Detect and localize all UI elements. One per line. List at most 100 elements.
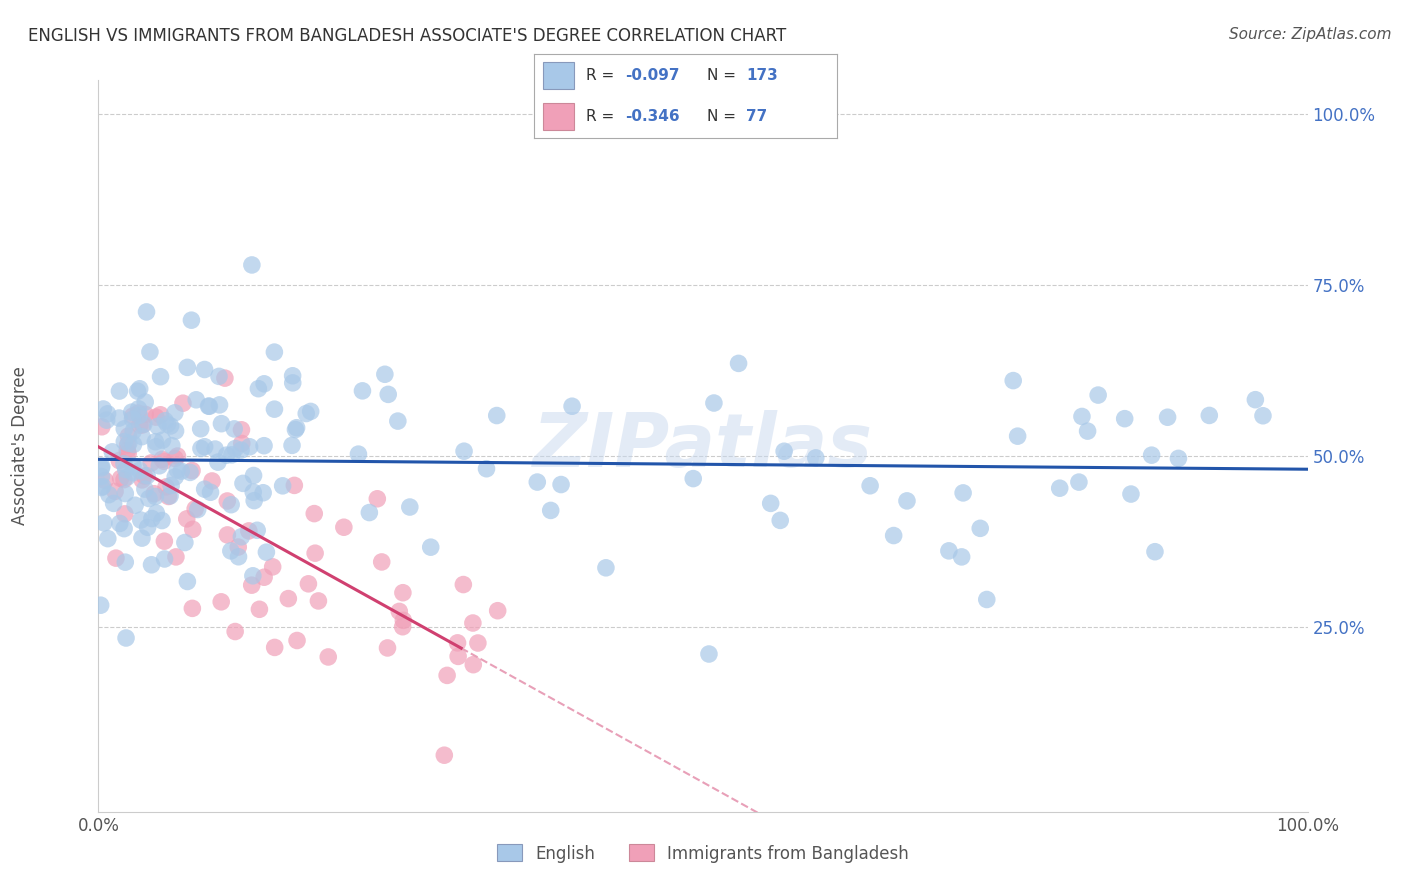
Point — [170, 464, 193, 478]
Point — [108, 411, 131, 425]
Point — [263, 345, 285, 359]
Point — [176, 574, 198, 589]
Text: N =: N = — [707, 109, 741, 124]
Point — [181, 522, 204, 536]
Point — [156, 417, 179, 431]
Point — [90, 481, 112, 495]
Point — [284, 423, 307, 437]
Point — [150, 452, 173, 467]
Point — [163, 406, 186, 420]
Point — [90, 461, 112, 475]
Point — [249, 602, 271, 616]
Point — [122, 425, 145, 439]
Point — [1156, 410, 1178, 425]
Point — [163, 451, 186, 466]
Point — [446, 636, 468, 650]
Point — [118, 436, 141, 450]
Text: N =: N = — [707, 68, 741, 83]
Point — [388, 604, 411, 618]
Point — [128, 463, 150, 477]
Point — [262, 559, 284, 574]
Point — [304, 507, 326, 521]
Point — [281, 368, 304, 383]
Point — [138, 491, 160, 506]
Point — [263, 640, 285, 655]
Point — [134, 482, 156, 496]
Point — [433, 748, 456, 763]
Point — [938, 544, 960, 558]
Point — [128, 401, 150, 416]
Point — [769, 513, 792, 527]
Point — [112, 422, 135, 436]
Bar — [543, 62, 574, 89]
Point — [159, 419, 181, 434]
Point — [387, 414, 409, 428]
Point — [145, 410, 167, 425]
Point — [486, 604, 509, 618]
Text: Source: ZipAtlas.com: Source: ZipAtlas.com — [1229, 27, 1392, 42]
Point — [243, 493, 266, 508]
Point — [153, 552, 176, 566]
Point — [1049, 481, 1071, 495]
Point — [115, 631, 138, 645]
Point — [108, 516, 131, 531]
Point — [1114, 411, 1136, 425]
Point — [219, 498, 242, 512]
Point — [285, 633, 308, 648]
Point — [165, 424, 187, 438]
Point — [1067, 475, 1090, 489]
Point — [201, 474, 224, 488]
Point — [561, 399, 583, 413]
Text: R =: R = — [586, 68, 619, 83]
Point — [132, 417, 155, 431]
Point — [117, 438, 139, 452]
Point — [224, 442, 246, 456]
Point — [347, 447, 370, 461]
Point — [114, 486, 136, 500]
Point — [232, 476, 254, 491]
Point — [242, 485, 264, 500]
Point — [91, 479, 114, 493]
Point — [146, 419, 169, 434]
Point — [166, 449, 188, 463]
Point — [187, 502, 209, 516]
Point — [453, 577, 475, 591]
Point — [91, 401, 114, 416]
Point — [207, 455, 229, 469]
Point — [121, 405, 143, 419]
Point — [157, 490, 180, 504]
Point — [180, 313, 202, 327]
Point — [204, 442, 226, 456]
Point — [550, 477, 572, 491]
Point — [231, 436, 253, 450]
Point — [277, 591, 299, 606]
Point — [209, 417, 232, 431]
Point — [152, 433, 174, 447]
Point — [271, 479, 294, 493]
Point — [1167, 451, 1189, 466]
Point — [1251, 409, 1274, 423]
Point — [316, 650, 339, 665]
Point — [121, 409, 143, 424]
Point — [134, 395, 156, 409]
Text: ZIPatlas: ZIPatlas — [533, 409, 873, 483]
Point — [101, 445, 124, 459]
Point — [114, 462, 136, 476]
Point — [112, 473, 135, 487]
Point — [122, 437, 145, 451]
Point — [976, 592, 998, 607]
Point — [240, 258, 263, 272]
Point — [139, 344, 162, 359]
Point — [447, 649, 470, 664]
Point — [194, 482, 217, 496]
Point — [141, 558, 163, 572]
Point — [285, 421, 308, 435]
Point — [148, 458, 170, 473]
Y-axis label: Associate's Degree: Associate's Degree — [11, 367, 30, 525]
Point — [759, 496, 782, 510]
Point — [1087, 388, 1109, 402]
Point — [307, 594, 329, 608]
Point — [97, 488, 120, 502]
Point — [1071, 409, 1094, 424]
Point — [333, 520, 356, 534]
